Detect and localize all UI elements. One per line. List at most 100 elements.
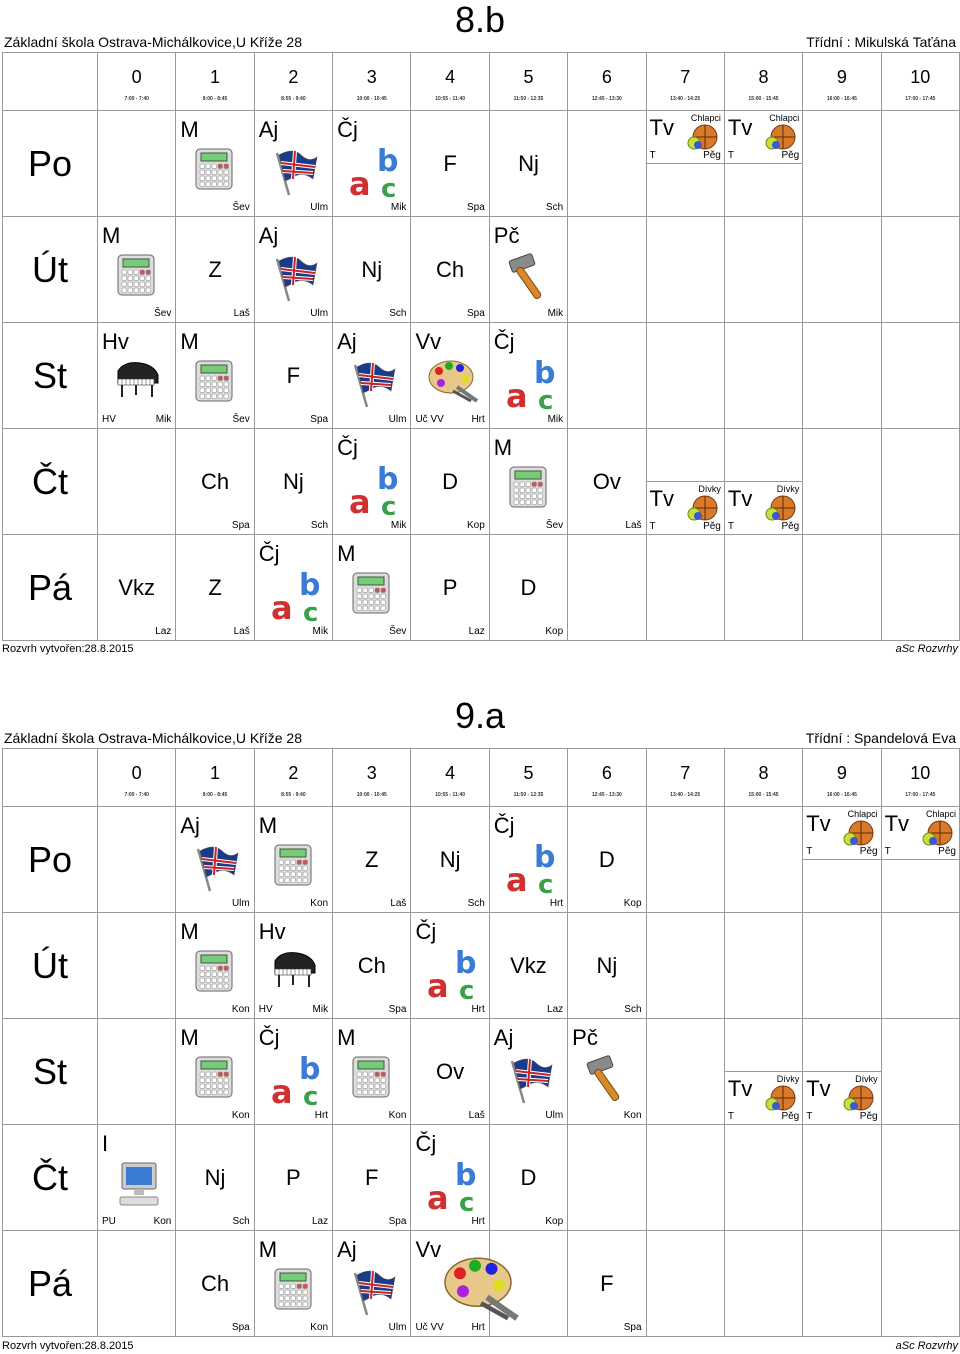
teacher-label: Laz	[547, 1004, 564, 1015]
lesson-cell[interactable]: D Kop	[488, 534, 569, 641]
group-room: T	[649, 521, 656, 532]
period-time: 10:55 - 11:40	[435, 792, 465, 798]
period-time: 15:00 - 15:45	[748, 792, 779, 798]
lesson-cell[interactable]: Ch Spa	[175, 428, 255, 535]
subject-label: Tv	[884, 811, 910, 836]
lesson-cell[interactable]: M Šev	[332, 534, 412, 641]
lesson-cell[interactable]: Vkz Laz	[488, 912, 569, 1019]
lesson-cell[interactable]: b a c Čj Hrt	[410, 1124, 490, 1231]
subject-label: Nj	[361, 257, 383, 282]
class-teacher: Třídní : Spandelová Eva	[805, 730, 956, 746]
lesson-cell[interactable]: Tv Dívky T Pěg	[802, 1018, 882, 1125]
lesson-cell[interactable]: Nj Sch	[253, 428, 334, 535]
lesson-cell[interactable]: Aj Ulm	[488, 1018, 569, 1125]
teacher-label: Šev	[545, 520, 564, 531]
lesson-cell[interactable]: Nj Sch	[567, 912, 647, 1019]
lesson-cell[interactable]: Vv Hrt Uč VV	[410, 1230, 520, 1337]
lesson-cell[interactable]: M Šev	[175, 322, 255, 429]
period-time: 13:40 - 14:25	[670, 792, 701, 798]
lesson-cell[interactable]: P Laz	[410, 534, 490, 641]
lesson-cell[interactable]: Hv Mik HV	[253, 912, 334, 1019]
lesson-cell[interactable]: F Spa	[410, 110, 490, 217]
lesson-cell[interactable]: Tv Chlapci T Pěg	[880, 806, 960, 913]
lesson-cell[interactable]: Z Laš	[175, 216, 255, 323]
teacher-label: Kon	[388, 1110, 407, 1121]
teacher-label: Ulm	[545, 1110, 564, 1121]
lesson-cell[interactable]: Tv Chlapci T Pěg	[723, 110, 804, 217]
lesson-cell[interactable]: M Kon	[332, 1018, 412, 1125]
lesson-cell[interactable]: b a c Čj Mik	[253, 534, 334, 641]
lesson-cell[interactable]: I Kon PU	[96, 1124, 177, 1231]
lesson-cell[interactable]: M Šev	[488, 428, 569, 535]
lesson-cell[interactable]: Vv Hrt Uč VV	[410, 322, 490, 429]
lesson-cell[interactable]: Tv Dívky T Pěg	[645, 428, 725, 535]
lesson-cell[interactable]: F Spa	[567, 1230, 647, 1337]
lesson-cell[interactable]: Tv Chlapci T Pěg	[645, 110, 725, 217]
lesson-cell[interactable]: D Kop	[567, 806, 647, 913]
svg-text:b: b	[534, 840, 555, 875]
lesson-cell[interactable]: Tv Dívky T Pěg	[723, 1018, 804, 1125]
svg-text:c: c	[538, 386, 553, 411]
lesson-cell	[802, 1124, 882, 1231]
lesson-cell[interactable]: b a c Čj Mik	[332, 110, 412, 217]
uk-flag-icon	[271, 251, 319, 308]
teacher-label: Laš	[390, 898, 407, 909]
lesson-cell[interactable]: Nj Sch	[488, 110, 569, 217]
lesson-cell[interactable]: F Spa	[332, 1124, 412, 1231]
lesson-cell[interactable]: b a c Čj Mik	[488, 322, 569, 429]
lesson-cell[interactable]: D Kop	[488, 1124, 569, 1231]
lesson-cell[interactable]: Hv Mik HV	[96, 322, 177, 429]
period-time: 15:00 - 15:45	[748, 96, 779, 102]
subject-label: D	[442, 469, 459, 494]
lesson-cell[interactable]: Ov Laš	[410, 1018, 490, 1125]
lesson-cell[interactable]: F Spa	[253, 322, 334, 429]
lesson-cell[interactable]: P Laz	[253, 1124, 334, 1231]
lesson-cell[interactable]: b a c Čj Hrt	[488, 806, 569, 913]
lesson-cell	[96, 1230, 177, 1337]
lesson-cell[interactable]: M Kon	[175, 1018, 255, 1125]
lesson-cell[interactable]: Ch Spa	[175, 1230, 255, 1337]
lesson-cell[interactable]: Ch Spa	[332, 912, 412, 1019]
lesson-cell[interactable]: Ov Laš	[567, 428, 647, 535]
period-header: 2 8:55 - 9:40	[253, 52, 334, 111]
lesson-cell[interactable]: M Kon	[253, 806, 334, 913]
lesson-cell[interactable]: Aj Ulm	[332, 322, 412, 429]
lesson-cell[interactable]: M Kon	[175, 912, 255, 1019]
lesson-cell[interactable]: Aj Ulm	[332, 1230, 412, 1337]
lesson-cell[interactable]: Nj Sch	[175, 1124, 255, 1231]
group-half: Tv Dívky T Pěg	[646, 481, 724, 534]
lesson-cell[interactable]: Vkz Laz	[96, 534, 177, 641]
period-number: 6	[601, 763, 612, 783]
sports-ball-icon	[763, 492, 797, 527]
sports-ball-icon	[763, 121, 797, 156]
lesson-cell[interactable]: Pč Kon	[567, 1018, 647, 1125]
lesson-cell[interactable]: Z Laš	[332, 806, 412, 913]
lesson-cell[interactable]: M Šev	[175, 110, 255, 217]
period-number: 4	[445, 67, 456, 87]
teacher-label: Laš	[625, 520, 642, 531]
lesson-cell[interactable]: M Šev	[96, 216, 177, 323]
period-header: 3 10:00 - 10:45	[332, 748, 412, 807]
lesson-cell[interactable]: Nj Sch	[410, 806, 490, 913]
lesson-cell[interactable]: M Kon	[253, 1230, 334, 1337]
lesson-cell[interactable]: Aj Ulm	[175, 806, 255, 913]
lesson-cell[interactable]: Tv Chlapci T Pěg	[802, 806, 882, 913]
lesson-cell[interactable]: Z Laš	[175, 534, 255, 641]
period-header: 6 12:45 - 13:30	[567, 52, 647, 111]
lesson-cell[interactable]: Aj Ulm	[253, 216, 334, 323]
lesson-cell[interactable]: b a c Čj Hrt	[410, 912, 490, 1019]
lesson-cell[interactable]: b a c Čj Hrt	[253, 1018, 334, 1125]
lesson-cell[interactable]: D Kop	[410, 428, 490, 535]
lesson-cell[interactable]: b a c Čj Mik	[332, 428, 412, 535]
teacher-label: Mik	[155, 414, 172, 425]
subject-label: F	[365, 1165, 379, 1190]
lesson-cell[interactable]: Aj Ulm	[253, 110, 334, 217]
lesson-cell	[802, 428, 882, 535]
teacher-label: Pěg	[938, 846, 956, 857]
lesson-cell[interactable]: Pč Mik	[488, 216, 569, 323]
teacher-label: Hrt	[471, 1322, 485, 1333]
school-name: Základní škola Ostrava-Michálkovice,U Kř…	[4, 730, 302, 746]
lesson-cell[interactable]: Ch Spa	[410, 216, 490, 323]
lesson-cell[interactable]: Nj Sch	[332, 216, 412, 323]
lesson-cell[interactable]: Tv Dívky T Pěg	[723, 428, 804, 535]
